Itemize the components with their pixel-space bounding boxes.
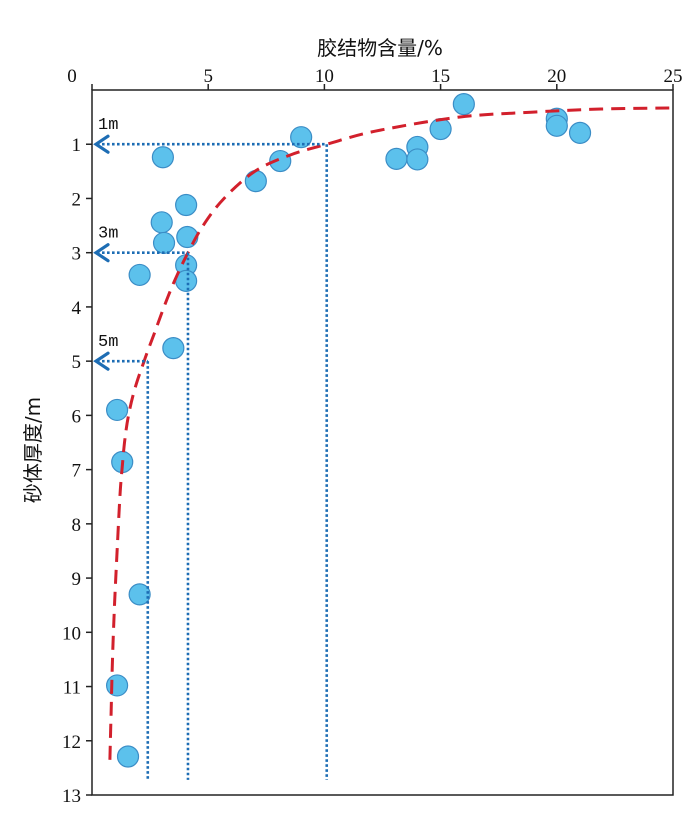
x-tick-label: 5 bbox=[203, 66, 213, 87]
data-point bbox=[151, 146, 174, 169]
y-tick-label: 7 bbox=[72, 461, 82, 482]
data-point bbox=[429, 117, 452, 141]
guide-label: 1m bbox=[98, 116, 118, 135]
y-tick-label: 9 bbox=[72, 569, 82, 590]
plot-frame bbox=[91, 89, 674, 796]
y-tick-label: 3 bbox=[72, 244, 82, 265]
data-point bbox=[105, 398, 129, 422]
guide-arrowhead bbox=[93, 243, 110, 263]
guide-label: 3m bbox=[98, 225, 118, 244]
x-tick-label: 10 bbox=[315, 66, 334, 87]
y-tick-label: 1 bbox=[72, 135, 82, 156]
y-tick-label: 8 bbox=[72, 515, 82, 536]
data-point bbox=[244, 170, 267, 193]
fit-curve-layer bbox=[108, 106, 674, 760]
y-tick-label: 6 bbox=[72, 406, 82, 427]
x-tick-label: 15 bbox=[431, 66, 450, 87]
guide-arrowhead bbox=[93, 134, 110, 154]
data-point bbox=[269, 149, 292, 173]
y-tick-label: 4 bbox=[72, 298, 82, 319]
data-point bbox=[568, 121, 592, 144]
data-point bbox=[385, 147, 408, 170]
guide-label: 5m bbox=[98, 333, 118, 352]
data-point bbox=[406, 148, 429, 171]
guide-arrowhead bbox=[93, 351, 110, 371]
y-tick-label: 12 bbox=[62, 732, 81, 753]
x-tick-label: 20 bbox=[547, 66, 566, 87]
data-point bbox=[175, 193, 198, 217]
data-point bbox=[128, 263, 151, 287]
y-tick-label: 10 bbox=[62, 623, 81, 644]
x-tick-label: 25 bbox=[664, 66, 683, 87]
y-tick-label: 2 bbox=[72, 189, 82, 210]
y-axis-title: 砂体厚度/m bbox=[21, 397, 45, 503]
x-tick-label: 0 bbox=[67, 66, 77, 87]
data-point bbox=[452, 92, 475, 116]
data-point bbox=[128, 583, 151, 606]
thickness-guides: 1m 3m 5m bbox=[93, 116, 329, 780]
data-point bbox=[290, 126, 313, 149]
y-tick-label: 13 bbox=[62, 786, 81, 807]
data-point bbox=[545, 114, 568, 137]
data-point bbox=[152, 231, 176, 255]
data-point bbox=[116, 745, 140, 768]
y-tick-label: 5 bbox=[72, 352, 82, 373]
fit-curve bbox=[108, 106, 674, 760]
x-axis-title: 胶结物含量/% bbox=[317, 36, 443, 60]
y-tick-label: 11 bbox=[63, 678, 81, 699]
data-point bbox=[150, 211, 173, 234]
data-point bbox=[162, 337, 185, 360]
data-point bbox=[105, 674, 129, 697]
